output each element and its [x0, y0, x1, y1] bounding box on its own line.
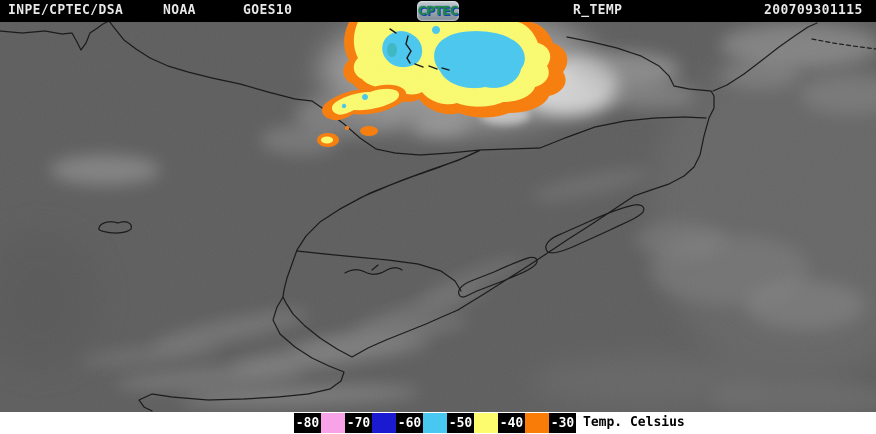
legend-swatch--60-to--50: [423, 413, 447, 433]
product-label: R_TEMP: [573, 3, 623, 18]
cptec-logo-text: CPTEC: [417, 4, 459, 18]
legend-tick--40: -40: [498, 413, 525, 433]
legend-tick--70: -70: [345, 413, 372, 433]
legend-swatch--80-to--70: [321, 413, 345, 433]
image-grain-overlay: [0, 22, 876, 412]
agency-label: NOAA: [163, 3, 196, 18]
legend-swatch--40-to--30: [525, 413, 549, 433]
legend-tick--50: -50: [447, 413, 474, 433]
timestamp-label: 200709301115: [764, 3, 863, 18]
institution-label: INPE/CPTEC/DSA: [8, 3, 124, 18]
legend-tick--60: -60: [396, 413, 423, 433]
legend-swatch--70-to--60: [372, 413, 396, 433]
satellite-label: GOES10: [243, 3, 293, 18]
header-bar: INPE/CPTEC/DSA NOAA GOES10 CPTEC R_TEMP …: [0, 0, 876, 22]
legend-swatch--50-to--40: [474, 413, 498, 433]
legend-title: Temp. Celsius: [583, 415, 685, 430]
legend-tick--30: -30: [549, 413, 576, 433]
cptec-logo: CPTEC: [417, 1, 459, 21]
temperature-legend-bar: -80 -70 -60 -50 -40 -30 Temp. Celsius: [0, 412, 876, 434]
legend-tick--80: -80: [294, 413, 321, 433]
temperature-scale: -80 -70 -60 -50 -40 -30: [294, 413, 576, 433]
satellite-map: [0, 22, 876, 412]
